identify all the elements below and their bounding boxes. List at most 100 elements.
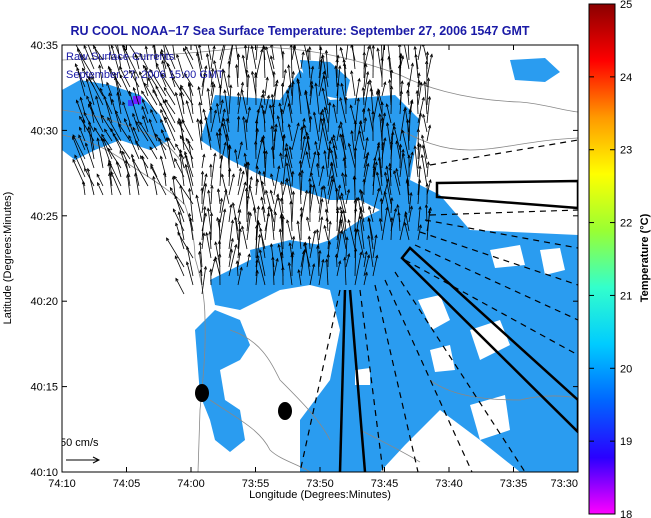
current-vector xyxy=(354,206,362,241)
current-vector xyxy=(213,60,221,88)
current-vector xyxy=(271,146,275,169)
current-vector-head xyxy=(300,126,304,131)
current-vector xyxy=(313,112,320,142)
current-vector-head xyxy=(215,102,220,107)
current-vector-head xyxy=(418,205,422,210)
current-vector-head xyxy=(112,132,116,137)
current-vector-head xyxy=(327,240,332,245)
current-vector xyxy=(207,88,212,115)
current-vector xyxy=(318,217,323,241)
current-vector xyxy=(108,93,113,106)
current-vector xyxy=(87,168,95,196)
current-vector-head xyxy=(210,81,215,85)
current-vector xyxy=(214,256,221,277)
current-vector xyxy=(336,230,342,259)
current-vector xyxy=(101,114,113,133)
current-vector-head xyxy=(132,86,136,91)
current-vector-head xyxy=(254,140,258,145)
no-data-gap xyxy=(540,248,565,275)
current-vector-head xyxy=(344,96,348,101)
current-vector-head xyxy=(410,100,414,105)
current-vector-head xyxy=(308,177,312,182)
current-vector-head xyxy=(179,148,183,153)
current-vector-head xyxy=(275,79,279,84)
current-vector xyxy=(219,209,226,241)
current-vector xyxy=(262,206,266,223)
current-vector xyxy=(196,195,203,223)
current-vector xyxy=(210,84,215,106)
current-vector xyxy=(218,219,221,250)
map-panel[interactable]: Raw Surface Currents September 27, 2006 … xyxy=(60,27,579,473)
current-vector xyxy=(97,182,104,196)
current-vector-head xyxy=(80,54,84,59)
current-vector-head xyxy=(366,151,370,156)
current-vector-head xyxy=(258,248,262,253)
current-vector-head xyxy=(123,117,127,122)
current-vector-head xyxy=(298,159,303,164)
current-vector xyxy=(155,133,167,151)
current-vector-head xyxy=(368,79,372,83)
current-vector xyxy=(234,216,239,241)
current-vector-head xyxy=(217,127,222,132)
buoy-marker[interactable] xyxy=(278,402,292,420)
current-vector-head xyxy=(209,268,213,273)
current-vector xyxy=(166,137,176,169)
current-vector-head xyxy=(75,99,79,104)
current-vector-head xyxy=(110,170,114,175)
current-vector xyxy=(149,69,167,97)
current-vector xyxy=(201,183,207,214)
current-vector-head xyxy=(285,177,290,182)
current-vector-head xyxy=(188,187,192,192)
current-vector-head xyxy=(366,162,370,167)
current-vector-head xyxy=(227,59,231,64)
current-vector-head xyxy=(398,143,403,148)
current-vector xyxy=(425,204,428,223)
current-vector xyxy=(160,109,167,124)
current-vector xyxy=(348,219,356,250)
current-vector-head xyxy=(301,51,305,56)
current-vector-head xyxy=(393,207,398,212)
current-vector-head xyxy=(400,55,405,60)
current-vector xyxy=(201,173,207,196)
current-vector xyxy=(111,99,122,133)
current-vector-head xyxy=(179,135,183,139)
current-vector-head xyxy=(274,123,278,128)
current-vector xyxy=(261,197,266,214)
buoy-marker[interactable] xyxy=(195,384,209,402)
current-vector xyxy=(363,46,370,70)
current-vector-head xyxy=(401,148,405,153)
shelf-contour-b xyxy=(209,399,311,472)
current-vector-head xyxy=(272,70,276,75)
current-vector-head xyxy=(339,96,343,101)
current-vector xyxy=(80,55,95,79)
current-vector-head xyxy=(419,81,423,86)
current-vector xyxy=(309,184,315,214)
current-vector-head xyxy=(198,101,202,106)
current-vector xyxy=(354,147,356,178)
current-vector xyxy=(335,65,338,88)
no-data-gap xyxy=(418,295,450,330)
current-vector xyxy=(255,270,258,286)
current-vector xyxy=(293,46,302,79)
current-vector xyxy=(237,221,241,250)
current-vector-head xyxy=(185,45,189,50)
current-vector-head xyxy=(350,70,354,75)
current-vector xyxy=(219,189,227,223)
current-vector-head xyxy=(209,212,214,217)
current-vector xyxy=(389,167,392,187)
current-vector xyxy=(119,74,131,97)
current-vector-head xyxy=(308,46,312,50)
current-vector-head xyxy=(254,119,259,124)
current-vector xyxy=(167,137,176,151)
current-vector xyxy=(404,45,410,70)
current-vector-head xyxy=(108,172,112,177)
current-vector-head xyxy=(269,55,274,60)
current-vector-head xyxy=(241,225,245,230)
current-vector-head xyxy=(160,48,164,53)
current-vector xyxy=(393,170,401,196)
current-vector-head xyxy=(289,45,293,48)
current-vector-head xyxy=(150,108,154,113)
current-vector xyxy=(324,150,329,178)
current-vector xyxy=(237,141,243,160)
current-vector-head xyxy=(88,100,93,105)
